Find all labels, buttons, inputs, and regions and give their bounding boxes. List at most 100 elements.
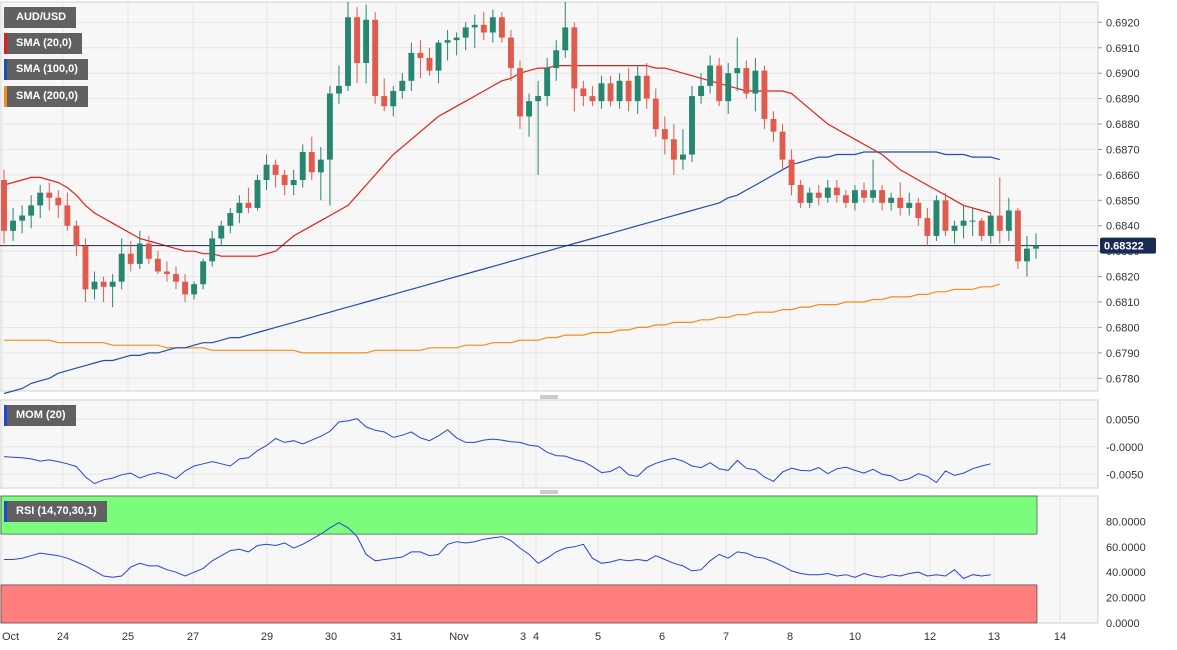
candle-body <box>535 96 542 102</box>
legend-label-sma200: SMA (200,0) <box>16 90 78 102</box>
legend-label-rsi: RSI (14,70,30,1) <box>16 505 97 517</box>
candle-body <box>10 220 16 231</box>
candle-body <box>444 40 451 43</box>
candle-body <box>326 93 333 160</box>
candle-body <box>517 68 523 117</box>
sma100-line <box>3 151 1000 395</box>
y-tick-label: 0.6880 <box>1106 119 1140 131</box>
candle-body <box>734 68 741 74</box>
candle-body <box>55 197 62 206</box>
candle-body <box>680 154 686 160</box>
candle-body <box>725 73 732 102</box>
x-tick-label: 25 <box>122 631 134 643</box>
legend-label-sma100: SMA (100,0) <box>16 63 78 75</box>
candle-body <box>716 65 723 102</box>
candle-body <box>1 179 7 231</box>
candle-body <box>245 202 252 208</box>
legend-swatch-rsi <box>4 501 7 522</box>
x-tick-label: Nov <box>449 631 469 643</box>
legend-swatch-sma200 <box>4 86 7 107</box>
candle-body <box>354 17 360 64</box>
candle-body <box>290 179 297 186</box>
candle-body <box>164 271 170 275</box>
candle-body <box>227 213 234 226</box>
candle-body <box>670 139 677 160</box>
y-tick-label: 0.6860 <box>1106 170 1140 182</box>
legend-label-sma20: SMA (20,0) <box>16 37 72 49</box>
legend-swatch-sma20 <box>4 33 7 54</box>
candle-body <box>969 220 976 222</box>
candle-body <box>689 96 695 155</box>
y-tick-label: 0.6810 <box>1106 297 1140 309</box>
candle-body <box>336 85 342 94</box>
candle-body <box>508 37 514 69</box>
candle-body <box>480 24 487 33</box>
x-tick-label: 14 <box>1054 631 1066 643</box>
candle-body <box>372 19 379 97</box>
candle-body <box>37 192 44 206</box>
candle-body <box>173 274 179 282</box>
candle-body <box>462 27 469 38</box>
candle-body <box>634 75 641 102</box>
candle-body <box>100 281 107 287</box>
candle-body <box>761 70 768 119</box>
legend-label-aud-usd: AUD/USD <box>16 11 67 23</box>
candle-body <box>978 220 985 236</box>
candle-body <box>1033 246 1039 249</box>
legend-sma100: SMA (100,0) <box>4 59 88 80</box>
candle-body <box>906 202 913 208</box>
legend-label-mom: MOM (20) <box>16 409 66 421</box>
x-tick-label: 4 <box>533 631 539 643</box>
candle-body <box>82 246 89 290</box>
candle-body <box>281 174 288 186</box>
x-tick-label: 6 <box>659 631 665 643</box>
candle-body <box>852 190 858 203</box>
candle-body <box>752 70 759 94</box>
candle-body <box>770 118 777 132</box>
candle-body <box>942 200 949 231</box>
candle-body <box>870 190 876 198</box>
candle-body <box>996 215 1003 231</box>
candle-body <box>580 88 587 97</box>
candle-body <box>652 98 659 130</box>
x-tick-label: 30 <box>325 631 337 643</box>
candle-body <box>417 52 424 58</box>
y-tick-label: 0.6890 <box>1106 94 1140 106</box>
rsi-y-tick-label: 20.0000 <box>1106 593 1146 605</box>
panel-mom <box>0 399 1099 489</box>
x-tick-label: 5 <box>595 631 601 643</box>
candle-body <box>897 197 904 208</box>
candle-body <box>426 57 433 71</box>
candle-body <box>888 197 895 203</box>
candle-body <box>154 258 161 272</box>
candle-body <box>209 238 216 262</box>
candle-body <box>806 192 813 203</box>
y-tick-label: 0.6850 <box>1106 195 1140 207</box>
y-tick-label: 0.6820 <box>1106 272 1140 284</box>
candle-body <box>435 42 442 71</box>
candle-body <box>915 202 922 219</box>
mom-line <box>3 418 991 485</box>
candle-body <box>381 96 388 107</box>
candle-body <box>589 96 596 102</box>
legend-sma20: SMA (20,0) <box>4 33 82 54</box>
x-tick-label: 3 <box>520 631 526 643</box>
candle-body <box>471 24 478 28</box>
y-tick-label: 0.6790 <box>1106 348 1140 360</box>
candle-body <box>19 215 26 221</box>
candle-body <box>453 37 460 41</box>
candle-body <box>698 85 704 97</box>
mom-y-tick-label: 0.0050 <box>1106 414 1140 426</box>
x-tick-label: 8 <box>787 631 793 643</box>
candle-body <box>498 17 505 38</box>
candle-body <box>553 50 560 69</box>
candle-body <box>109 281 116 287</box>
candle-body <box>824 187 831 198</box>
candle-body <box>571 27 578 89</box>
candle-body <box>182 281 188 295</box>
x-tick-label: 12 <box>924 631 936 643</box>
y-tick-label: 0.6900 <box>1106 68 1140 80</box>
x-tick-label: 24 <box>57 631 69 643</box>
rsi-oversold-band <box>0 584 1038 624</box>
